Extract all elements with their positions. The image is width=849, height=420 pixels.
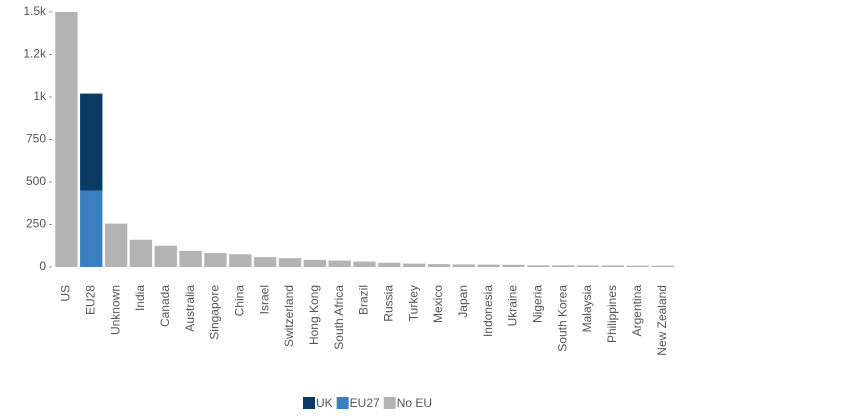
bar-segment — [328, 260, 351, 267]
legend-swatch — [303, 397, 315, 409]
bar-segment — [104, 223, 128, 267]
x-tick-label: Australia — [183, 285, 197, 332]
x-tick-label: Brazil — [357, 285, 371, 315]
x-tick-label: China — [232, 285, 246, 317]
x-tick-label: South Africa — [332, 285, 346, 350]
bar-segment — [80, 190, 103, 267]
bar-segment — [129, 239, 153, 267]
y-tick-label: 0 — [39, 259, 46, 273]
bar-segment — [204, 253, 227, 267]
x-tick-label: Nigeria — [531, 285, 545, 323]
bar-segment — [601, 265, 625, 267]
bar-segment — [452, 264, 476, 267]
legend-swatch — [336, 397, 349, 409]
y-tick-label: 250 — [26, 217, 46, 231]
bar-segment — [80, 93, 103, 191]
legend-label: UK — [316, 396, 333, 410]
y-tick-label: 500 — [26, 174, 46, 188]
y-tick-label: 750 — [26, 132, 46, 146]
x-tick-label: Hong Kong — [307, 285, 321, 345]
x-tick-label: EU28 — [83, 285, 97, 315]
legend-swatch — [383, 397, 396, 409]
x-tick-label: Turkey — [406, 285, 420, 321]
legend-label: EU27 — [350, 396, 380, 410]
x-tick-label: Switzerland — [282, 285, 296, 347]
x-tick-label: Indonesia — [481, 285, 495, 337]
x-tick-label: Singapore — [208, 285, 222, 340]
bar-segment — [477, 264, 500, 267]
bar-segment — [552, 265, 575, 267]
x-tick-label: Ukraine — [506, 285, 520, 327]
bar-segment — [502, 264, 525, 267]
x-tick-label: Philippines — [605, 285, 619, 343]
legend-label: No EU — [397, 396, 432, 410]
x-tick-label: New Zealand — [655, 285, 669, 356]
x-tick-label: Unknown — [108, 285, 122, 335]
bar-segment — [179, 250, 202, 267]
y-tick-label: 1.2k — [23, 47, 47, 61]
x-tick-label: Mexico — [431, 285, 445, 323]
bar-segment — [303, 259, 326, 267]
x-tick-label: Israel — [257, 285, 271, 314]
bar-segment — [527, 265, 550, 267]
bar-segment — [278, 258, 302, 267]
x-tick-label: Russia — [382, 285, 396, 322]
x-tick-label: US — [59, 285, 73, 302]
bar-segment — [229, 254, 252, 267]
x-tick-label: South Korea — [555, 285, 569, 352]
bar-segment — [353, 261, 376, 267]
bar-segment — [154, 245, 177, 267]
x-tick-label: India — [133, 285, 147, 311]
bar-segment — [427, 264, 451, 267]
x-tick-label: Malaysia — [580, 285, 594, 333]
y-tick-label: 1.5k — [23, 4, 47, 18]
bar-segment — [651, 265, 674, 267]
x-tick-label: Argentina — [630, 285, 644, 337]
bar-segment — [576, 265, 600, 267]
bar-segment — [55, 12, 78, 267]
bar-segment — [626, 265, 649, 267]
y-tick-label: 1k — [33, 89, 47, 103]
bar-segment — [378, 262, 401, 267]
bar-segment — [403, 263, 426, 267]
bar-segment — [253, 257, 277, 267]
x-tick-label: Canada — [158, 285, 172, 327]
x-tick-label: Japan — [456, 285, 470, 318]
